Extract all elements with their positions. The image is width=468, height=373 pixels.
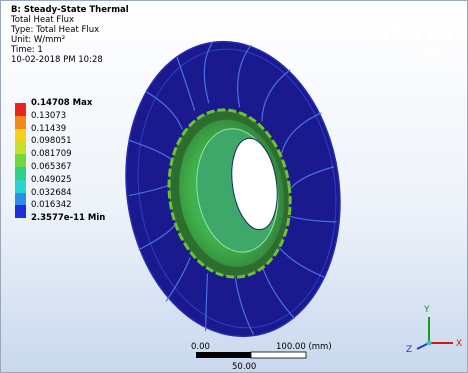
legend-label: 0.016342 xyxy=(31,199,72,211)
brake-disc xyxy=(107,28,358,351)
legend-label: 0.081709 xyxy=(31,148,72,160)
info-line: 10-02-2018 PM 10:28 xyxy=(11,55,103,65)
legend-swatch xyxy=(15,129,26,142)
legend-swatch xyxy=(15,193,26,206)
legend-label: 0.065367 xyxy=(31,161,72,173)
legend-label: 0.11439 xyxy=(31,123,66,135)
triad-y: Y xyxy=(423,305,430,315)
legend-label: 2.3577e-11 Min xyxy=(31,212,105,224)
legend-label: 0.098051 xyxy=(31,135,72,147)
info-line: Type: Total Heat Flux xyxy=(11,25,99,35)
axis-triad: Y X Z xyxy=(406,305,462,355)
legend-swatch xyxy=(15,116,26,129)
triad-x: X xyxy=(456,339,462,349)
legend-swatch xyxy=(15,180,26,193)
legend-swatch xyxy=(15,154,26,167)
logo-brand: ANSYS xyxy=(373,21,455,45)
result-view: 0.00 100.00 (mm) 50.00 Y X Z B: Steady-S… xyxy=(0,0,468,373)
legend-label: 0.13073 xyxy=(31,110,66,122)
legend-swatch xyxy=(15,141,26,154)
legend-label: 0.049025 xyxy=(31,174,72,186)
legend-label: 0.14708 Max xyxy=(31,97,92,109)
scale-bar: 0.00 100.00 (mm) 50.00 xyxy=(191,342,332,372)
logo-version: R18.1 xyxy=(423,44,455,57)
info-line: Time: 1 xyxy=(11,45,43,55)
info-line: Total Heat Flux xyxy=(11,15,74,25)
info-line: Unit: W/mm² xyxy=(11,35,65,45)
legend-swatch xyxy=(15,103,26,116)
legend-swatch xyxy=(15,167,26,180)
legend-swatch xyxy=(15,205,26,218)
legend-label: 0.032684 xyxy=(31,187,72,199)
scale-start: 0.00 xyxy=(191,342,210,352)
triad-z: Z xyxy=(406,345,412,355)
result-title: B: Steady-State Thermal xyxy=(11,5,129,15)
scale-end: 100.00 (mm) xyxy=(276,342,332,352)
scale-middle: 50.00 xyxy=(232,362,256,372)
